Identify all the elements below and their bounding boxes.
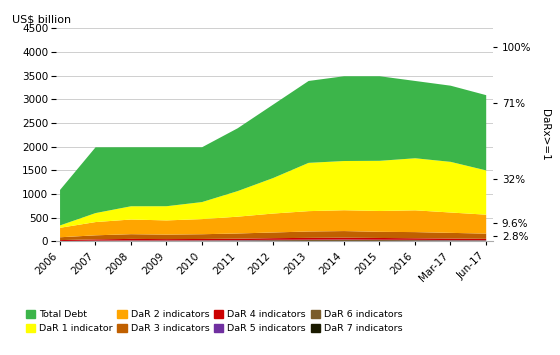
Text: US$ billion: US$ billion [12, 14, 72, 24]
Legend: Total Debt, DaR 1 indicator, DaR 2 indicators, DaR 3 indicators, DaR 4 indicator: Total Debt, DaR 1 indicator, DaR 2 indic… [26, 310, 403, 333]
Y-axis label: DaRx>=1: DaRx>=1 [540, 109, 550, 161]
